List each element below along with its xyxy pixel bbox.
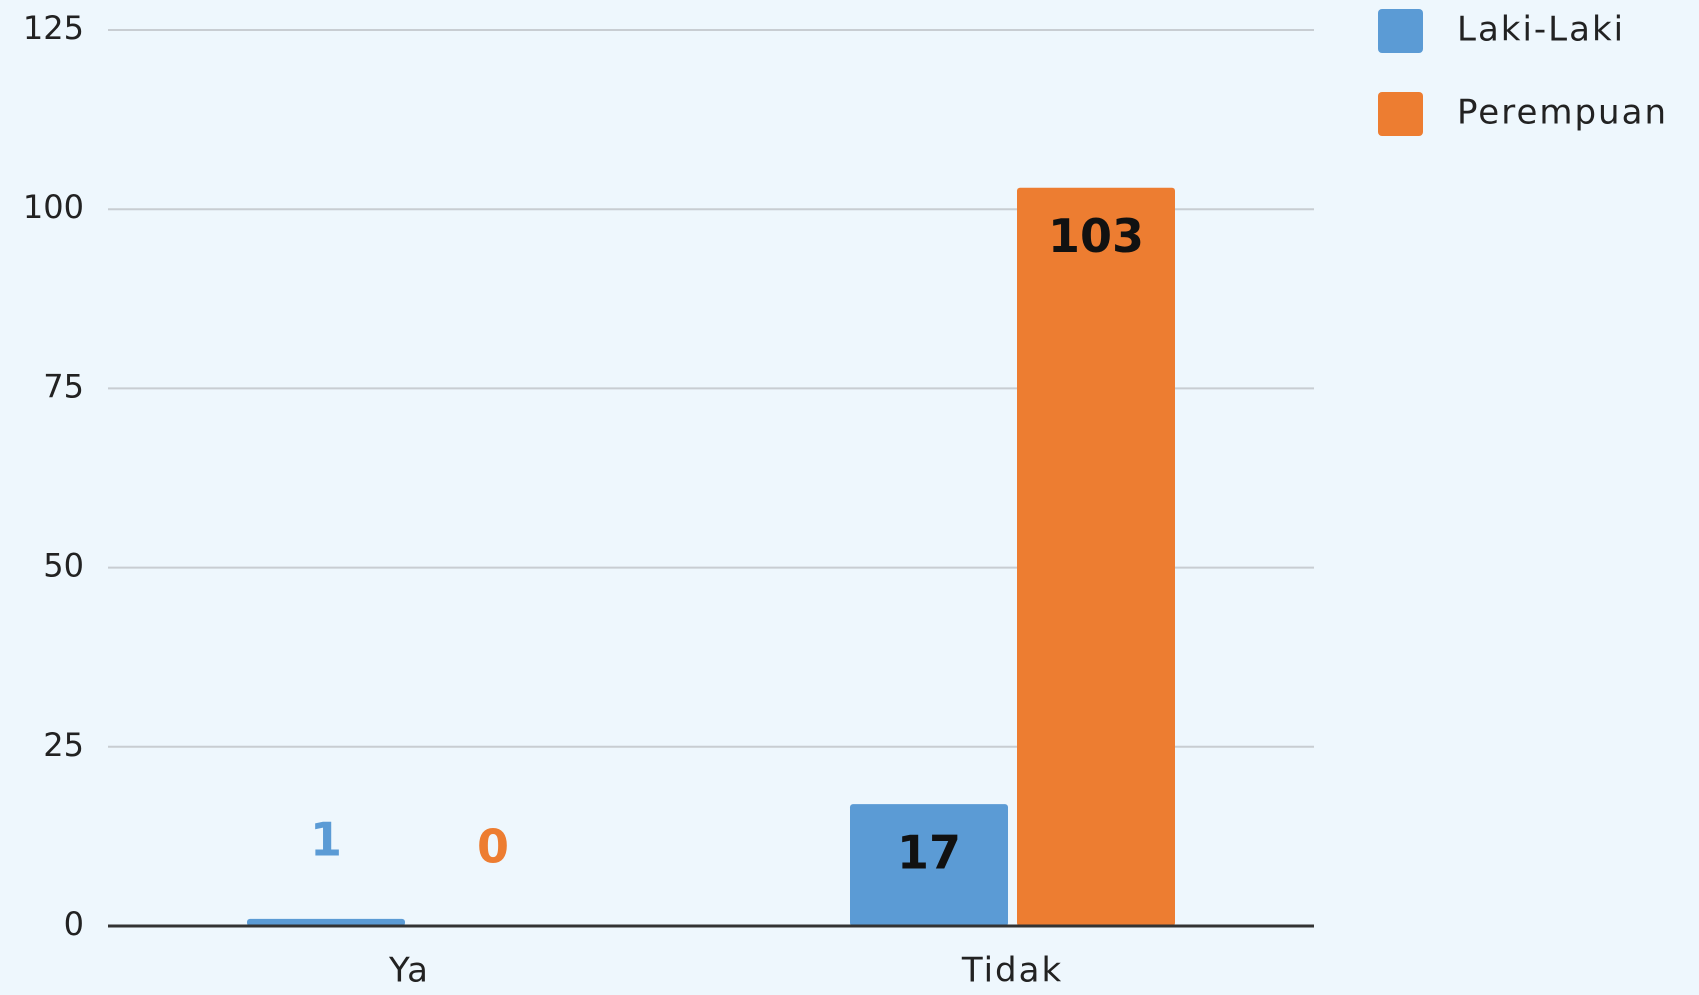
legend-swatch: [1378, 9, 1423, 53]
x-tick-label: Tidak: [961, 951, 1063, 991]
data-label: 1: [310, 812, 342, 866]
data-label: 103: [1048, 209, 1144, 263]
x-tick-label: Ya: [388, 951, 430, 991]
data-label: 17: [897, 826, 961, 880]
legend-swatch: [1378, 92, 1423, 136]
y-tick-label: 0: [64, 905, 84, 943]
legend-label: Perempuan: [1457, 93, 1668, 133]
bar: [850, 804, 1008, 926]
y-tick-label: 125: [23, 9, 84, 47]
data-label: 0: [477, 820, 509, 874]
bar: [1017, 187, 1175, 927]
bar: [247, 918, 405, 926]
legend-label: Laki-Laki: [1457, 10, 1625, 50]
y-tick-label: 100: [23, 188, 84, 226]
y-tick-label: 50: [43, 547, 84, 585]
y-tick-label: 25: [43, 726, 84, 764]
y-tick-label: 75: [43, 367, 84, 405]
